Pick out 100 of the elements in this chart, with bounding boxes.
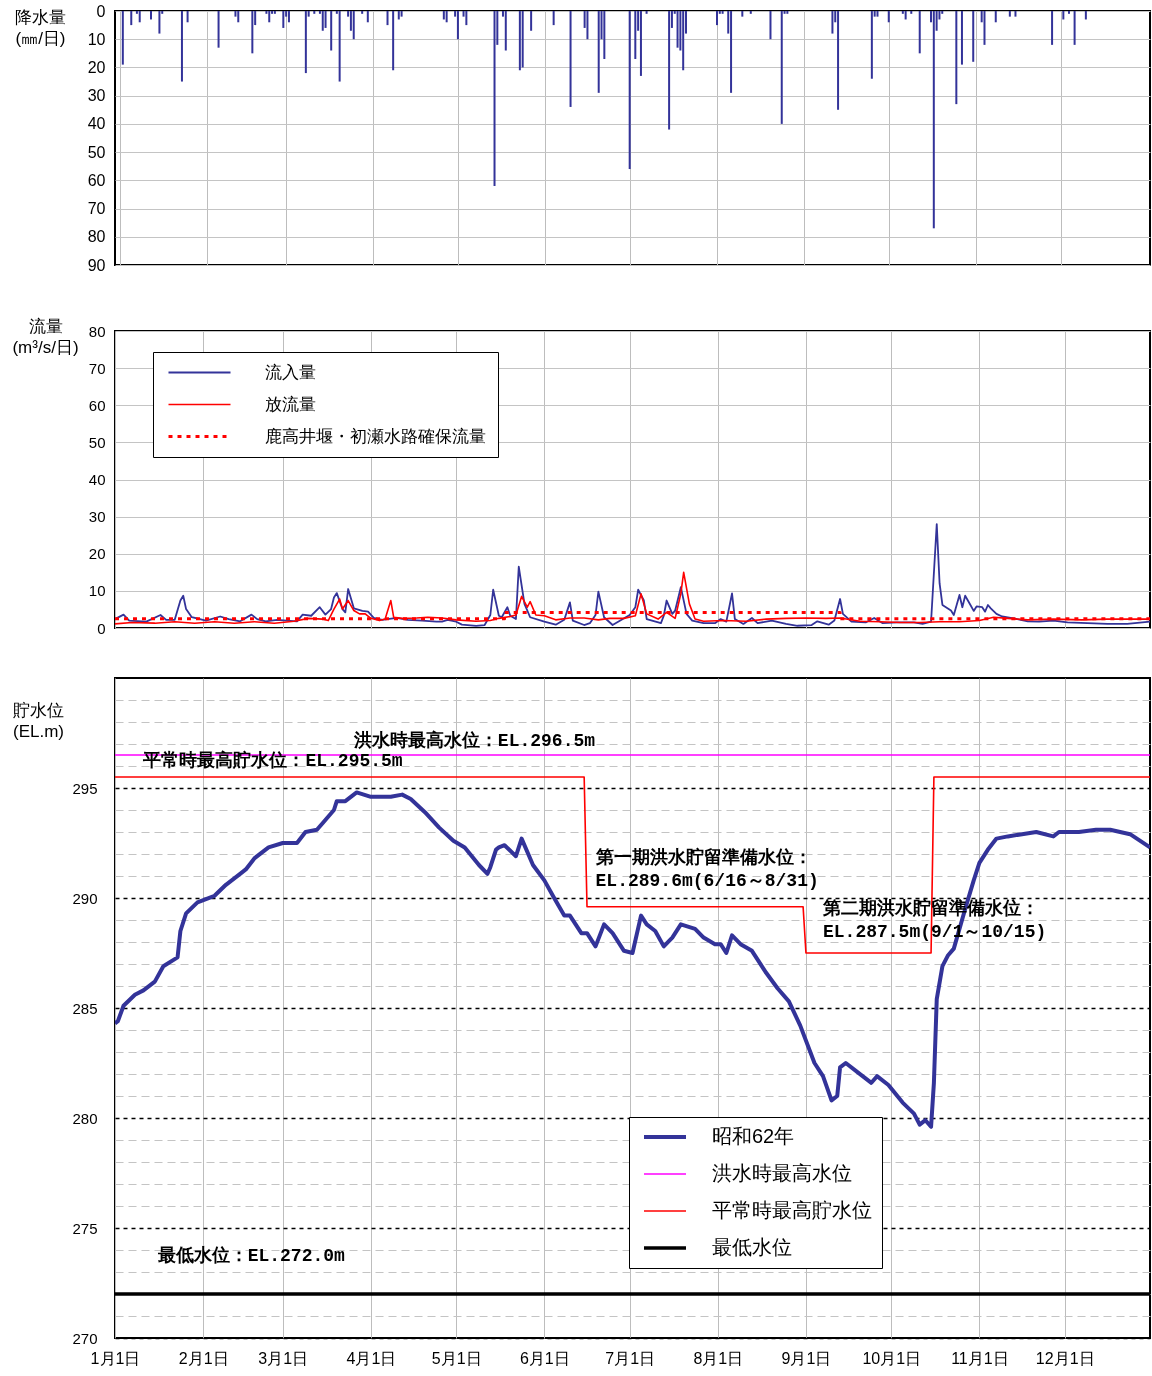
y-tick-label: 20 [87,58,106,76]
y-tick-label: 30 [87,87,106,105]
y-tick-label: 70 [88,359,106,377]
legend-label: 最低水位 [712,1236,792,1258]
bar [366,11,369,23]
x-tick-label: 3月1日 [258,1349,309,1367]
annotation: 最低水位：EL.272.0m [156,1245,346,1266]
x-tick-label: 12月1日 [1035,1349,1095,1367]
x-tick-label: 8月1日 [693,1349,744,1367]
bar [287,11,290,23]
y-tick-label: 80 [88,322,106,340]
y-axis-title: 降水量 (㎜/日) [15,7,66,48]
bar [330,11,333,51]
y-tick-label: 60 [87,171,106,189]
bar [676,11,679,48]
bar [518,11,521,71]
bar [780,11,783,124]
bar [870,11,873,79]
y-axis-title: 貯水位 (EL.m) [13,700,64,741]
y-tick-label: 80 [87,228,106,246]
y-tick-label: 40 [88,471,106,488]
legend-label: 放流量 [265,394,316,414]
y-tick-label: 290 [72,889,98,907]
bar [493,11,496,186]
annotation: 洪水時最高水位：EL.296.5m [352,730,596,751]
bar [837,11,840,110]
annotation: 平常時最高貯水位：EL.295.5m [142,750,403,771]
bar [721,11,724,14]
x-tick-label: 5月1日 [431,1349,482,1367]
y-tick-label: 70 [87,200,106,218]
bar [955,11,958,105]
bar [321,11,324,31]
legend-label: 洪水時最高水位 [712,1162,852,1184]
bar [552,11,555,26]
bar [786,11,789,14]
bar [983,11,986,45]
y-tick-label: 90 [87,256,106,274]
bar [1067,11,1070,14]
y-tick-label: 30 [88,508,106,526]
bar [504,11,507,51]
bar [682,11,685,71]
bar [603,11,606,59]
y-tick-label: 50 [88,433,106,451]
x-tick-label: 7月1日 [605,1349,656,1367]
y-tick-label: 0 [97,619,106,637]
bar [1073,11,1076,45]
bar [456,11,459,40]
y-tick-label: 270 [72,1329,98,1347]
bar [400,11,403,17]
bar [1051,11,1054,45]
x-tick-label: 6月1日 [519,1349,570,1367]
bar [639,11,642,76]
y-tick-label: 40 [87,115,106,133]
y-tick-label: 0 [96,2,106,20]
y-tick-label: 280 [72,1109,98,1127]
bar [521,11,524,68]
bar [645,11,648,14]
bar [530,11,533,31]
bar [352,11,355,40]
legend-label: 昭和62年 [712,1125,795,1147]
bar [741,11,744,17]
x-tick-label: 2月1日 [178,1349,229,1367]
legend-label: 平常時最高貯水位 [712,1199,872,1221]
bar [904,11,907,20]
bar [831,11,834,34]
bar [304,11,307,74]
bar [1008,11,1011,17]
bar [628,11,631,170]
x-tick-label: 9月1日 [781,1349,832,1367]
bar [313,11,316,14]
y-tick-label: 275 [72,1219,98,1237]
bar [586,11,589,40]
y-tick-label: 50 [87,143,106,161]
bar [361,11,364,14]
legend-label: 流入量 [265,362,316,382]
bar [918,11,921,54]
bar [932,11,935,229]
y-tick-label: 60 [88,396,106,414]
legend-label: 鹿高井堰・初瀬水路確保流量 [265,426,486,446]
bar [994,11,997,23]
bar [465,11,468,26]
y-tick-label: 295 [72,779,98,797]
bar [715,11,718,26]
y-tick-label: 285 [72,999,98,1017]
bar [1084,11,1087,20]
x-tick-label: 11月1日 [951,1349,1009,1367]
bar [634,11,637,59]
bar [876,11,879,17]
bar [386,11,389,26]
bar [887,11,890,23]
bar [769,11,772,40]
bar [442,11,445,20]
bar [972,11,975,62]
annotation: 第一期洪水貯留準備水位： EL.289.6m(6/16～8/31) [594,846,819,891]
y-tick-label: 20 [88,545,106,563]
bar [960,11,963,65]
bar [910,11,913,14]
bar [324,11,327,28]
bar [1062,11,1065,20]
x-tick-label: 1月1日 [90,1349,141,1367]
